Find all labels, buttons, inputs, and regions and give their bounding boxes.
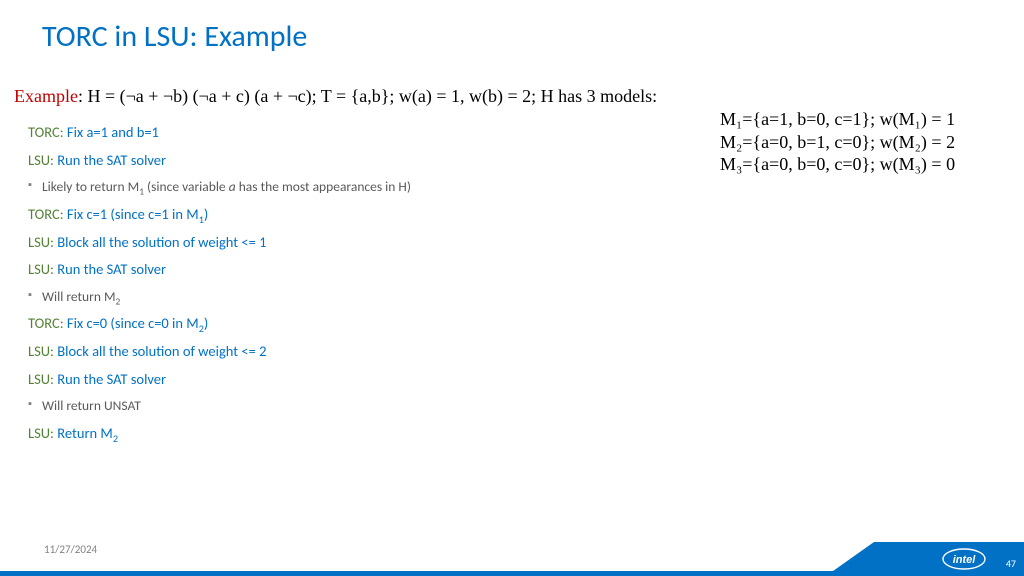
- torc-label: TORC:: [28, 205, 67, 223]
- bullet-1: Likely to return M1 (since variable a ha…: [28, 179, 668, 195]
- footer-wedge: intel 47: [874, 542, 1024, 576]
- example-formula: : H = (¬a + ¬b) (¬a + c) (a + ¬c); T = {…: [78, 86, 657, 106]
- bullet-3: Will return UNSAT: [28, 398, 668, 414]
- step-action: Fix c=0 (since c=0 in M2): [67, 314, 208, 332]
- footer-date: 11/27/2024: [44, 543, 97, 556]
- model-3: M₃={a=0, b=0, c=0}; w(M₃) = 0: [720, 153, 955, 176]
- step-lsu-2: LSU: Block all the solution of weight <=…: [28, 234, 668, 251]
- step-action: Return M2: [57, 424, 118, 442]
- step-action: Run the SAT solver: [57, 260, 166, 278]
- model-1: M₁={a=1, b=0, c=1}; w(M₁) = 1: [720, 108, 955, 131]
- bullet-text: (since variable: [144, 178, 229, 195]
- step-lsu-1: LSU: Run the SAT solver: [28, 152, 668, 169]
- step-action: Block all the solution of weight <= 1: [57, 233, 266, 251]
- step-action: Fix a=1 and b=1: [67, 123, 159, 141]
- step-lsu-6: LSU: Return M2: [28, 425, 668, 442]
- page-number: 47: [1006, 557, 1016, 570]
- steps-list: TORC: Fix a=1 and b=1 LSU: Run the SAT s…: [28, 124, 668, 453]
- lsu-label: LSU:: [28, 342, 57, 360]
- slide: { "title": "TORC in LSU: Example", "exam…: [0, 0, 1024, 576]
- model-2: M₂={a=0, b=1, c=0}; w(M₂) = 2: [720, 131, 955, 154]
- bullet-2: Will return M2: [28, 289, 668, 305]
- step-torc-1: TORC: Fix a=1 and b=1: [28, 124, 668, 141]
- slide-title: TORC in LSU: Example: [42, 18, 307, 55]
- example-line: Example: H = (¬a + ¬b) (¬a + c) (a + ¬c)…: [14, 86, 657, 107]
- step-action: Fix c=1 (since c=1 in M1): [67, 205, 208, 223]
- bullet-text: has the most appearances in H): [236, 178, 411, 195]
- lsu-label: LSU:: [28, 151, 57, 169]
- bullet-text-ital: a: [229, 178, 236, 195]
- models-list: M₁={a=1, b=0, c=1}; w(M₁) = 1 M₂={a=0, b…: [720, 108, 955, 176]
- step-lsu-5: LSU: Run the SAT solver: [28, 371, 668, 388]
- step-lsu-3: LSU: Run the SAT solver: [28, 261, 668, 278]
- bullet-text: Will return M: [42, 288, 116, 305]
- torc-label: TORC:: [28, 314, 67, 332]
- lsu-label: LSU:: [28, 233, 57, 251]
- example-label: Example: [14, 86, 78, 106]
- svg-text:intel: intel: [953, 554, 977, 566]
- step-torc-3: TORC: Fix c=0 (since c=0 in M2): [28, 315, 668, 332]
- bullet-text: Will return UNSAT: [42, 397, 141, 414]
- intel-logo: intel: [942, 548, 986, 570]
- lsu-label: LSU:: [28, 424, 57, 442]
- step-action: Run the SAT solver: [57, 370, 166, 388]
- step-action: Run the SAT solver: [57, 151, 166, 169]
- bullet-text: Likely to return M: [42, 178, 139, 195]
- step-torc-2: TORC: Fix c=1 (since c=1 in M1): [28, 206, 668, 223]
- torc-label: TORC:: [28, 123, 67, 141]
- step-action: Block all the solution of weight <= 2: [57, 342, 266, 360]
- lsu-label: LSU:: [28, 370, 57, 388]
- lsu-label: LSU:: [28, 260, 57, 278]
- step-lsu-4: LSU: Block all the solution of weight <=…: [28, 343, 668, 360]
